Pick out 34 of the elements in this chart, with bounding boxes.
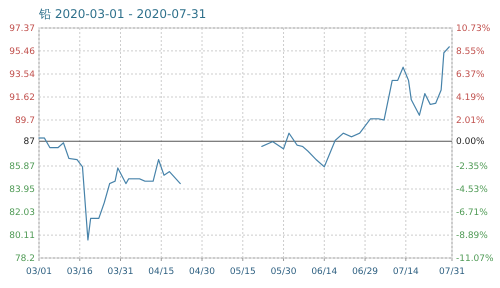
- y2-tick-label: 4.19%: [456, 93, 486, 103]
- x-tick-label: 03/31: [108, 267, 134, 277]
- x-tick-label: 06/29: [352, 267, 378, 277]
- y2-tick-label: 6.37%: [456, 70, 486, 80]
- y2-tick-label: 8.55%: [456, 47, 486, 57]
- x-tick-label: 03/01: [26, 267, 52, 277]
- y2-tick-label: -2.35%: [456, 162, 488, 172]
- y-tick-label: 82.03: [9, 208, 35, 218]
- x-tick-label: 04/30: [189, 267, 216, 277]
- y2-tick-label: 2.01%: [456, 116, 486, 126]
- y2-tick-label: -4.53%: [456, 185, 488, 195]
- x-tick-label: 05/30: [270, 267, 297, 277]
- x-tick-label: 07/31: [439, 267, 465, 277]
- y2-tick-label: -11.07%: [456, 254, 494, 264]
- y-tick-label: 80.11: [9, 231, 35, 242]
- y-tick-label: 97.37: [9, 24, 35, 34]
- x-tick-label: 03/16: [66, 267, 93, 277]
- y-tick-label: 95.46: [9, 46, 36, 57]
- x-tick-label: 07/14: [392, 267, 420, 277]
- chart-title: 铅 2020-03-01 - 2020-07-31: [38, 7, 206, 21]
- y2-tick-label: 0.00%: [456, 137, 486, 148]
- y-tick-label: 83.95: [9, 185, 35, 196]
- y-tick-label: 85.87: [9, 162, 35, 172]
- x-tick-label: 06/14: [311, 267, 338, 277]
- y2-tick-label: 10.73%: [456, 24, 491, 34]
- x-tick-label: 05/15: [230, 267, 256, 277]
- y2-tick-label: -8.89%: [456, 231, 488, 241]
- y-tick-label: 89.7: [14, 116, 35, 126]
- y-tick-label: 91.62: [9, 92, 35, 103]
- y2-tick-label: -6.71%: [456, 208, 488, 218]
- x-tick-label: 04/15: [148, 267, 174, 277]
- y-tick-label: 93.54: [9, 70, 36, 80]
- y-tick-label: 78.2: [14, 254, 35, 264]
- text: 87: [24, 137, 35, 148]
